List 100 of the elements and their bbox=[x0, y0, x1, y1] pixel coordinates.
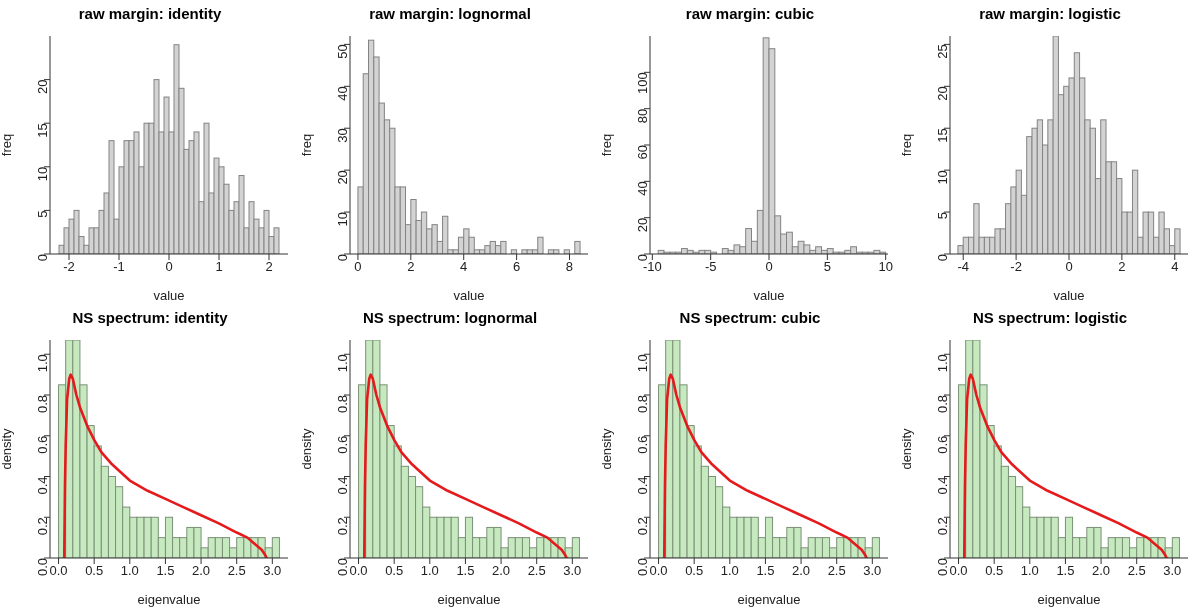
y-tick-label: 40 bbox=[634, 181, 650, 196]
x-tick-label: 0.0 bbox=[349, 563, 368, 579]
x-tick-label: 3.0 bbox=[863, 563, 882, 579]
x-tick-label: 0 bbox=[1065, 259, 1073, 275]
y-tick-label: 1.0 bbox=[34, 354, 50, 373]
y-tick-label: 0.2 bbox=[634, 517, 650, 536]
x-tick-label: 0.5 bbox=[685, 563, 704, 579]
y-tick-label: 0.2 bbox=[934, 517, 950, 536]
x-axis-title: value bbox=[453, 288, 485, 303]
x-tick-label: 2.0 bbox=[1092, 563, 1111, 579]
y-tick-label: 15 bbox=[934, 128, 950, 143]
y-tick-label: 25 bbox=[934, 44, 950, 59]
y-tick-label: 0.2 bbox=[34, 517, 50, 536]
y-tick-label: 0 bbox=[34, 254, 50, 262]
y-tick-label: 80 bbox=[634, 108, 650, 124]
y-tick-label: 30 bbox=[334, 128, 350, 143]
x-axis-title: value bbox=[1053, 288, 1085, 303]
x-tick-label: 5 bbox=[823, 259, 831, 275]
chart-title: NS spectrum: cubic bbox=[678, 308, 822, 328]
y-tick-label: 0.4 bbox=[634, 476, 650, 495]
x-tick-label: 1.5 bbox=[1056, 563, 1075, 579]
x-tick-label: 0.0 bbox=[649, 563, 668, 579]
x-tick-label: 0 bbox=[165, 259, 173, 275]
y-tick-label: 15 bbox=[34, 123, 50, 138]
y-tick-label: 1.0 bbox=[934, 354, 950, 373]
x-tick-label: 3.0 bbox=[563, 563, 582, 579]
x-tick-label: 1.0 bbox=[1020, 563, 1039, 579]
y-axis-title: freq bbox=[0, 133, 14, 157]
x-tick-label: 1.5 bbox=[756, 563, 775, 579]
chart-title: NS spectrum: identity bbox=[71, 308, 229, 328]
x-tick-label: 2.5 bbox=[227, 563, 246, 579]
y-tick-label: 0.6 bbox=[34, 435, 50, 454]
y-axis-title: density bbox=[598, 427, 614, 470]
x-tick-label: 2.0 bbox=[792, 563, 811, 579]
x-axis-title: value bbox=[753, 288, 785, 303]
y-tick-label: 50 bbox=[334, 44, 350, 59]
y-tick-label: 0 bbox=[634, 254, 650, 262]
y-tick-label: 5 bbox=[34, 210, 50, 218]
chart-title: NS spectrum: logistic bbox=[971, 308, 1129, 328]
x-axis-title: eigenvalue bbox=[737, 592, 801, 607]
y-tick-label: 0.4 bbox=[34, 476, 50, 495]
y-tick-label: 0.4 bbox=[334, 476, 350, 495]
x-tick-label: 2.5 bbox=[1127, 563, 1146, 579]
x-tick-label: 0.0 bbox=[49, 563, 68, 579]
x-tick-label: 2 bbox=[407, 259, 415, 275]
x-tick-label: 0.5 bbox=[85, 563, 104, 579]
y-axis-title: freq bbox=[298, 133, 314, 157]
x-tick-label: 6 bbox=[512, 259, 521, 275]
x-tick-label: -4 bbox=[957, 259, 969, 275]
y-tick-label: 20 bbox=[634, 217, 650, 233]
y-tick-label: 1.0 bbox=[334, 354, 350, 373]
x-tick-label: 8 bbox=[565, 259, 574, 275]
x-tick-label: -5 bbox=[704, 259, 717, 275]
x-tick-label: 4 bbox=[1171, 259, 1179, 275]
x-tick-label: 0.5 bbox=[385, 563, 404, 579]
x-axis-title: eigenvalue bbox=[1037, 592, 1101, 607]
x-tick-label: 2 bbox=[265, 259, 273, 275]
y-tick-label: 100 bbox=[634, 72, 650, 95]
x-tick-label: 0 bbox=[765, 259, 773, 275]
y-tick-label: 60 bbox=[634, 145, 650, 160]
y-tick-label: 20 bbox=[334, 170, 350, 185]
x-tick-label: 0.5 bbox=[985, 563, 1004, 579]
x-tick-label: 0.0 bbox=[949, 563, 968, 579]
y-axis-title: density bbox=[898, 427, 914, 470]
x-tick-label: 1.5 bbox=[456, 563, 475, 579]
y-tick-label: 10 bbox=[34, 166, 50, 182]
x-tick-label: 2.5 bbox=[527, 563, 546, 579]
y-tick-label: 0.6 bbox=[934, 435, 950, 454]
y-tick-label: 10 bbox=[334, 212, 350, 227]
x-tick-label: 2.0 bbox=[492, 563, 511, 579]
x-tick-label: 0 bbox=[354, 259, 362, 275]
y-tick-label: 0 bbox=[934, 254, 950, 262]
y-tick-label: 0.6 bbox=[634, 435, 650, 454]
y-tick-label: 10 bbox=[934, 170, 950, 185]
y-tick-label: 0.2 bbox=[334, 517, 350, 536]
x-tick-label: -2 bbox=[63, 259, 75, 275]
x-tick-label: 1.0 bbox=[420, 563, 439, 579]
y-axis-title: freq bbox=[898, 133, 914, 157]
chart-title: raw margin: lognormal bbox=[368, 4, 532, 24]
x-tick-label: 1.0 bbox=[120, 563, 139, 579]
y-tick-label: 20 bbox=[934, 86, 950, 101]
x-axis-title: eigenvalue bbox=[437, 592, 501, 607]
y-axis-title: freq bbox=[598, 133, 614, 157]
x-tick-label: 2.5 bbox=[827, 563, 846, 579]
x-tick-label: 3.0 bbox=[1163, 563, 1182, 579]
x-tick-label: -1 bbox=[113, 259, 125, 275]
x-axis-title: eigenvalue bbox=[137, 592, 201, 607]
y-tick-label: 0.8 bbox=[634, 395, 650, 414]
y-tick-label: 20 bbox=[34, 79, 50, 95]
chart-title: raw margin: cubic bbox=[684, 4, 816, 24]
y-tick-label: 0.8 bbox=[334, 395, 350, 414]
x-tick-label: -2 bbox=[1010, 259, 1022, 275]
x-tick-label: 1 bbox=[215, 259, 223, 275]
y-tick-label: 0.6 bbox=[334, 435, 350, 454]
y-axis-title: density bbox=[298, 427, 314, 470]
chart-title: raw margin: logistic bbox=[978, 4, 1122, 24]
y-tick-label: 0.8 bbox=[34, 395, 50, 414]
y-tick-label: 0 bbox=[334, 254, 350, 262]
x-tick-label: 2 bbox=[1118, 259, 1126, 275]
x-tick-label: 1.0 bbox=[720, 563, 739, 579]
